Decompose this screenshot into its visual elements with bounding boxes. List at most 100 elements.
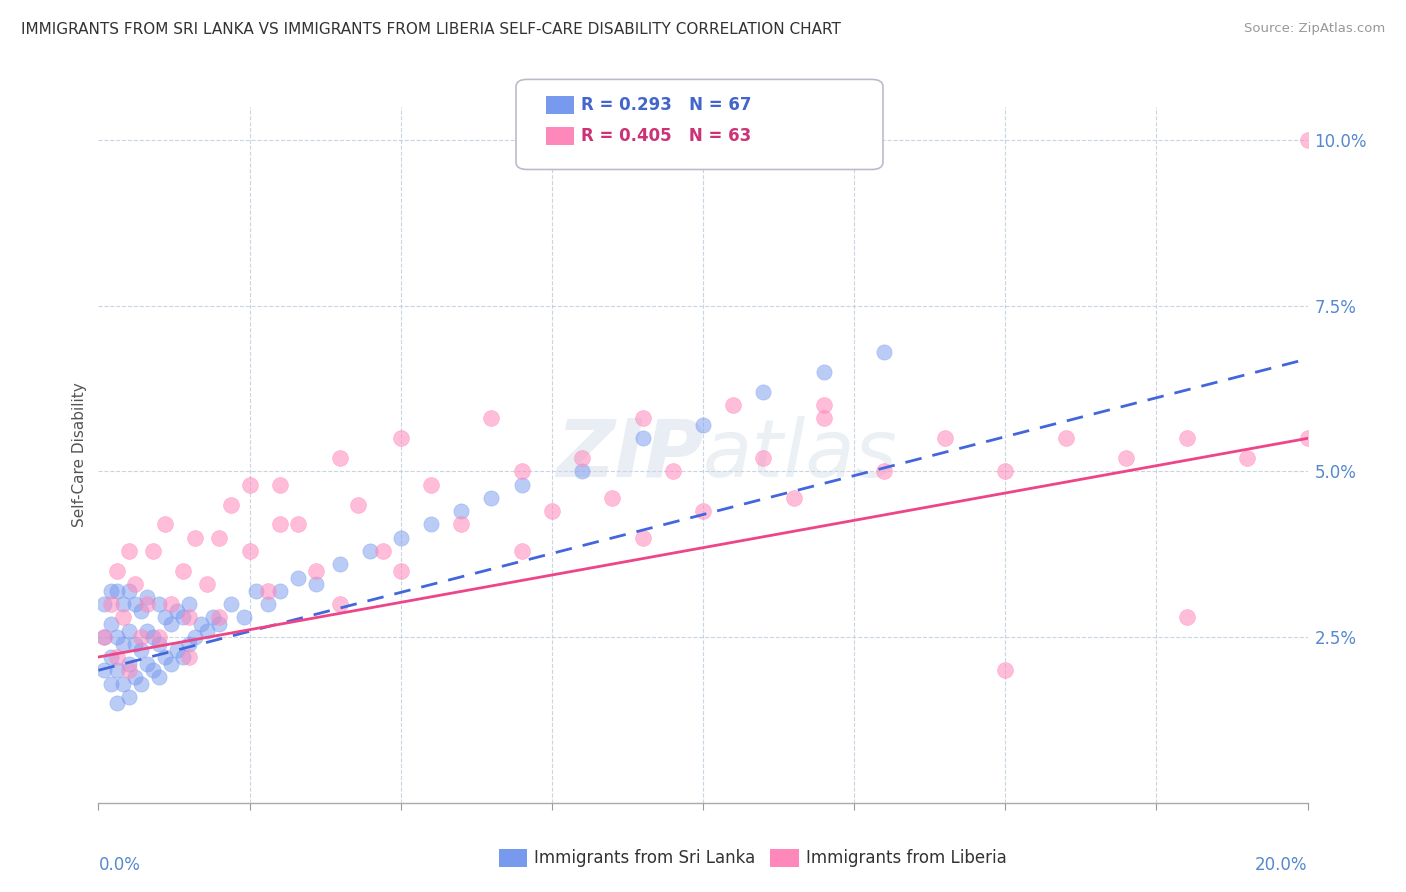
Point [1115,451,1137,466]
Point [692,504,714,518]
Point [1175,610,1198,624]
Point [93,630,115,644]
Point [510,544,533,558]
Point [195,624,218,638]
Point [148,637,170,651]
Point [256,597,278,611]
Point [208,531,231,545]
Point [420,517,443,532]
Point [118,657,141,671]
Point [287,570,309,584]
Point [783,491,806,505]
Point [111,676,134,690]
Text: Immigrants from Sri Lanka: Immigrants from Sri Lanka [534,849,755,867]
Point [389,531,412,545]
Point [305,564,328,578]
Point [269,477,291,491]
Point [221,498,243,512]
Point [813,411,835,425]
Point [631,531,654,545]
Point [184,630,207,644]
Point [93,597,115,611]
Point [124,670,146,684]
Point [179,637,201,651]
Point [118,690,141,704]
Text: ZIP: ZIP [555,416,703,494]
Point [172,564,194,578]
Point [723,398,745,412]
Point [245,583,267,598]
Point [752,451,775,466]
Point [179,610,201,624]
Point [135,591,157,605]
Point [153,610,176,624]
Point [195,577,218,591]
Point [135,624,157,638]
Point [135,657,157,671]
Point [148,630,170,644]
Point [510,477,533,491]
Point [329,451,352,466]
Point [100,650,122,665]
Point [360,544,382,558]
Point [329,558,352,572]
Point [160,597,183,611]
Point [1054,431,1077,445]
Point [100,616,122,631]
Point [571,465,593,479]
Point [1175,431,1198,445]
Point [135,597,157,611]
Point [129,630,152,644]
Point [142,630,165,644]
Point [1296,133,1319,147]
Text: R = 0.293   N = 67: R = 0.293 N = 67 [581,96,751,114]
Point [124,637,146,651]
Point [510,465,533,479]
Point [153,517,176,532]
Point [111,610,134,624]
Point [118,583,141,598]
Point [172,650,194,665]
Point [118,663,141,677]
Point [813,398,835,412]
Point [287,517,309,532]
Point [179,650,201,665]
Point [105,630,128,644]
Point [994,663,1017,677]
Point [124,597,146,611]
Point [184,531,207,545]
Point [100,597,122,611]
Point [571,451,593,466]
Point [602,491,624,505]
Point [105,650,128,665]
Point [172,610,194,624]
Point [160,616,183,631]
Point [100,676,122,690]
Point [190,616,212,631]
Point [420,477,443,491]
Point [93,663,115,677]
Point [481,491,503,505]
Point [934,431,956,445]
Point [232,610,254,624]
Point [129,643,152,657]
Text: Immigrants from Liberia: Immigrants from Liberia [806,849,1007,867]
Point [166,604,188,618]
Point [540,504,562,518]
Point [208,610,231,624]
Point [153,650,176,665]
Point [631,431,654,445]
Point [1296,431,1319,445]
Point [692,418,714,433]
Point [166,643,188,657]
Y-axis label: Self-Care Disability: Self-Care Disability [72,383,87,527]
Point [347,498,370,512]
Text: 20.0%: 20.0% [1256,855,1308,874]
Text: IMMIGRANTS FROM SRI LANKA VS IMMIGRANTS FROM LIBERIA SELF-CARE DISABILITY CORREL: IMMIGRANTS FROM SRI LANKA VS IMMIGRANTS … [21,22,841,37]
Point [111,597,134,611]
Text: Source: ZipAtlas.com: Source: ZipAtlas.com [1244,22,1385,36]
Point [752,384,775,399]
Point [662,465,685,479]
Point [994,465,1017,479]
Point [481,411,503,425]
